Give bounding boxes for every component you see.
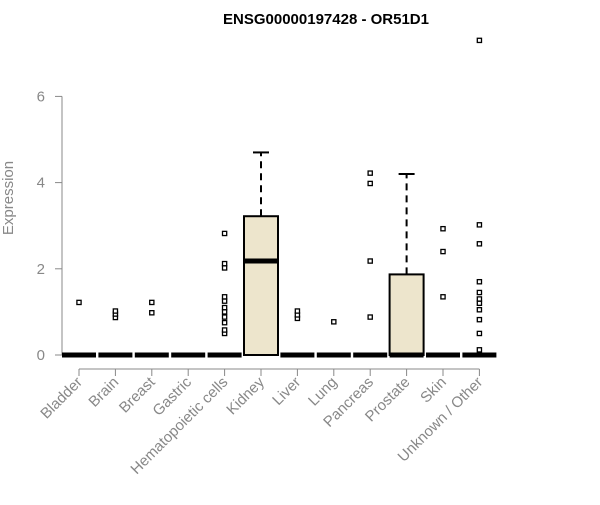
outlier-point (476, 330, 483, 337)
box-group (353, 170, 388, 358)
y-tick-label: 2 (37, 261, 45, 278)
outlier-point (149, 310, 155, 316)
box-group (316, 319, 351, 358)
y-tick-label: 4 (37, 175, 45, 192)
outlier-point (367, 170, 373, 176)
y-axis: 0 2 4 6 (37, 88, 63, 364)
x-tick-label: Liver (269, 374, 304, 409)
box-group (62, 299, 96, 358)
box-group (134, 299, 169, 358)
boxes-layer (62, 37, 497, 358)
x-tick-label: Bladder (37, 374, 86, 423)
outlier-point (476, 347, 483, 353)
outlier-point (112, 308, 119, 314)
outlier-point (149, 299, 155, 306)
outlier-point (440, 225, 446, 232)
box-group (98, 308, 133, 358)
outlier-point (476, 37, 483, 44)
outlier-point (367, 180, 373, 187)
outlier-point (476, 222, 483, 228)
box-group (462, 37, 497, 358)
outlier-point (331, 319, 337, 325)
outlier-point (294, 308, 301, 314)
outlier-point (221, 294, 228, 300)
outlier-point (440, 248, 446, 255)
outlier-point (221, 230, 228, 237)
outlier-point (221, 327, 228, 333)
box-group (426, 225, 460, 358)
outlier-point (440, 294, 446, 300)
x-tick-label: Kidney (223, 373, 268, 418)
outlier-point (476, 296, 483, 302)
outlier-point (476, 306, 483, 313)
outlier-point (221, 309, 228, 315)
outlier-point (367, 314, 373, 320)
outlier-point (476, 289, 483, 296)
box-group (207, 230, 242, 358)
y-tick-label: 6 (37, 88, 45, 105)
box-iqr (243, 215, 279, 356)
box-group (280, 308, 315, 358)
box-group (388, 172, 425, 358)
x-tick-label: Skin (417, 374, 450, 407)
outlier-point (221, 298, 228, 304)
outlier-point (476, 241, 483, 247)
outlier-point (221, 304, 228, 311)
chart-title: ENSG00000197428 - OR51D1 (223, 11, 429, 28)
box-iqr (388, 273, 425, 357)
outlier-point (476, 278, 483, 285)
outlier-point (476, 300, 483, 307)
outlier-point (221, 319, 228, 326)
outlier-point (221, 265, 228, 271)
outlier-point (367, 258, 373, 264)
y-tick-label: 0 (37, 347, 45, 364)
outlier-point (221, 260, 228, 267)
outlier-point (221, 314, 228, 320)
outlier-point (76, 299, 82, 306)
box-group (243, 151, 279, 356)
y-axis-label: Expression (0, 161, 17, 235)
outlier-point (476, 316, 483, 323)
